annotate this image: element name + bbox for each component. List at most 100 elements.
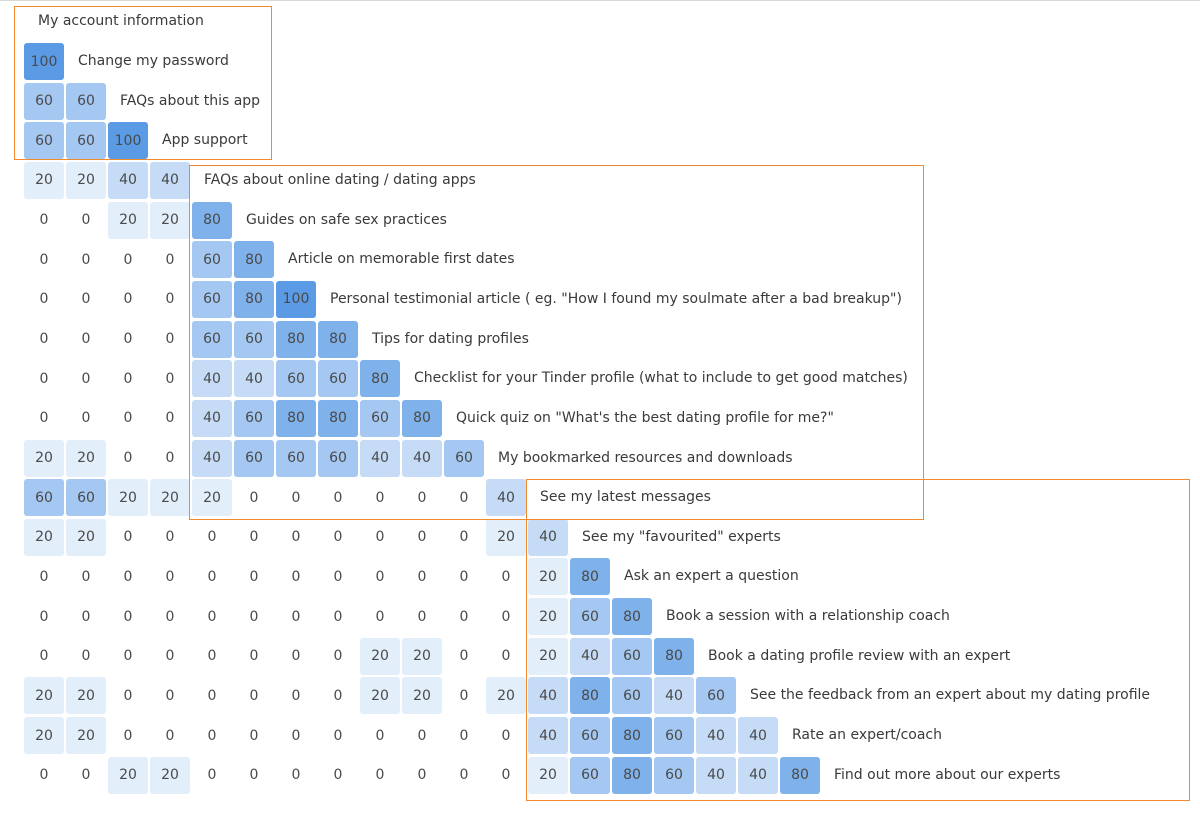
group-label-account: My account information bbox=[38, 13, 204, 29]
matrix-cell: 20 bbox=[24, 518, 64, 556]
matrix-cell: 60 bbox=[444, 439, 484, 477]
top-divider bbox=[0, 0, 1200, 1]
matrix-cell: 20 bbox=[66, 439, 106, 477]
matrix-cell: 0 bbox=[150, 320, 190, 358]
row-label: Quick quiz on "What's the best dating pr… bbox=[456, 409, 834, 426]
matrix-cell: 0 bbox=[108, 558, 148, 596]
matrix-cell: 20 bbox=[402, 677, 442, 715]
matrix-cell: 60 bbox=[66, 479, 106, 517]
matrix-cell: 40 bbox=[234, 360, 274, 398]
matrix-cell: 80 bbox=[570, 558, 610, 596]
matrix-cell: 0 bbox=[276, 518, 316, 556]
matrix-cell: 60 bbox=[570, 717, 610, 755]
matrix-cell: 0 bbox=[444, 598, 484, 636]
matrix-cell: 0 bbox=[66, 756, 106, 794]
matrix-cell: 20 bbox=[24, 161, 64, 199]
matrix-cell: 80 bbox=[612, 756, 652, 794]
matrix-cell: 20 bbox=[150, 201, 190, 239]
matrix-cell: 40 bbox=[738, 717, 778, 755]
matrix-cell: 40 bbox=[528, 677, 568, 715]
row-label: See my "favourited" experts bbox=[582, 528, 781, 545]
matrix-cell: 20 bbox=[528, 598, 568, 636]
matrix-cell: 0 bbox=[234, 558, 274, 596]
row-label: See my latest messages bbox=[540, 489, 711, 506]
matrix-cell: 0 bbox=[66, 399, 106, 437]
matrix-cell: 0 bbox=[318, 598, 358, 636]
matrix-cell: 0 bbox=[192, 518, 232, 556]
matrix-cell: 0 bbox=[66, 598, 106, 636]
matrix-cell: 0 bbox=[108, 518, 148, 556]
matrix-cell: 40 bbox=[192, 360, 232, 398]
matrix-cell: 100 bbox=[24, 43, 64, 80]
matrix-cell: 100 bbox=[276, 280, 316, 318]
matrix-cell: 0 bbox=[234, 637, 274, 675]
matrix-cell: 40 bbox=[108, 161, 148, 199]
row-label: Book a dating profile review with an exp… bbox=[708, 647, 1011, 664]
matrix-cell: 0 bbox=[444, 558, 484, 596]
row-label: Tips for dating profiles bbox=[372, 330, 529, 347]
matrix-cell: 60 bbox=[654, 717, 694, 755]
matrix-cell: 20 bbox=[528, 756, 568, 794]
matrix-cell: 20 bbox=[108, 479, 148, 517]
matrix-cell: 0 bbox=[276, 479, 316, 517]
row-label: My bookmarked resources and downloads bbox=[498, 449, 793, 466]
matrix-cell: 40 bbox=[192, 399, 232, 437]
matrix-cell: 60 bbox=[570, 598, 610, 636]
matrix-cell: 0 bbox=[192, 677, 232, 715]
row-label: Rate an expert/coach bbox=[792, 727, 942, 744]
matrix-cell: 20 bbox=[108, 756, 148, 794]
matrix-cell: 0 bbox=[192, 598, 232, 636]
matrix-cell: 80 bbox=[360, 360, 400, 398]
matrix-cell: 0 bbox=[24, 756, 64, 794]
matrix-cell: 0 bbox=[402, 717, 442, 755]
matrix-cell: 0 bbox=[24, 320, 64, 358]
matrix-cell: 0 bbox=[402, 598, 442, 636]
matrix-cell: 0 bbox=[150, 598, 190, 636]
row-label: FAQs about online dating / dating apps bbox=[204, 171, 476, 188]
matrix-cell: 80 bbox=[276, 320, 316, 358]
matrix-cell: 0 bbox=[234, 677, 274, 715]
matrix-cell: 60 bbox=[612, 677, 652, 715]
matrix-cell: 0 bbox=[318, 558, 358, 596]
row-label: Book a session with a relationship coach bbox=[666, 608, 950, 625]
matrix-cell: 20 bbox=[66, 677, 106, 715]
matrix-cell: 0 bbox=[444, 637, 484, 675]
matrix-cell: 0 bbox=[234, 717, 274, 755]
matrix-cell: 0 bbox=[276, 756, 316, 794]
matrix-cell: 0 bbox=[150, 518, 190, 556]
matrix-cell: 0 bbox=[318, 717, 358, 755]
matrix-cell: 0 bbox=[444, 756, 484, 794]
matrix-cell: 0 bbox=[276, 717, 316, 755]
matrix-cell: 0 bbox=[318, 756, 358, 794]
matrix-cell: 40 bbox=[738, 756, 778, 794]
matrix-cell: 0 bbox=[318, 677, 358, 715]
matrix-cell: 0 bbox=[444, 717, 484, 755]
matrix-cell: 20 bbox=[528, 637, 568, 675]
matrix-cell: 0 bbox=[192, 558, 232, 596]
matrix-cell: 80 bbox=[570, 677, 610, 715]
matrix-cell: 0 bbox=[108, 280, 148, 318]
matrix-cell: 0 bbox=[276, 558, 316, 596]
matrix-cell: 0 bbox=[486, 598, 526, 636]
matrix-cell: 40 bbox=[150, 161, 190, 199]
matrix-cell: 0 bbox=[108, 717, 148, 755]
row-label: Change my password bbox=[78, 53, 229, 69]
matrix-cell: 0 bbox=[192, 637, 232, 675]
matrix-cell: 0 bbox=[150, 241, 190, 279]
matrix-cell: 0 bbox=[108, 241, 148, 279]
matrix-cell: 0 bbox=[24, 598, 64, 636]
matrix-cell: 0 bbox=[360, 598, 400, 636]
matrix-cell: 0 bbox=[444, 518, 484, 556]
row-label: Article on memorable first dates bbox=[288, 251, 515, 268]
matrix-cell: 80 bbox=[612, 717, 652, 755]
matrix-cell: 0 bbox=[24, 360, 64, 398]
matrix-cell: 20 bbox=[150, 479, 190, 517]
matrix-cell: 0 bbox=[66, 280, 106, 318]
matrix-cell: 0 bbox=[24, 241, 64, 279]
matrix-cell: 20 bbox=[486, 518, 526, 556]
matrix-cell: 0 bbox=[108, 598, 148, 636]
row-label: FAQs about this app bbox=[120, 92, 261, 109]
matrix-cell: 100 bbox=[108, 122, 148, 160]
matrix-cell: 20 bbox=[66, 518, 106, 556]
matrix-cell: 0 bbox=[150, 399, 190, 437]
